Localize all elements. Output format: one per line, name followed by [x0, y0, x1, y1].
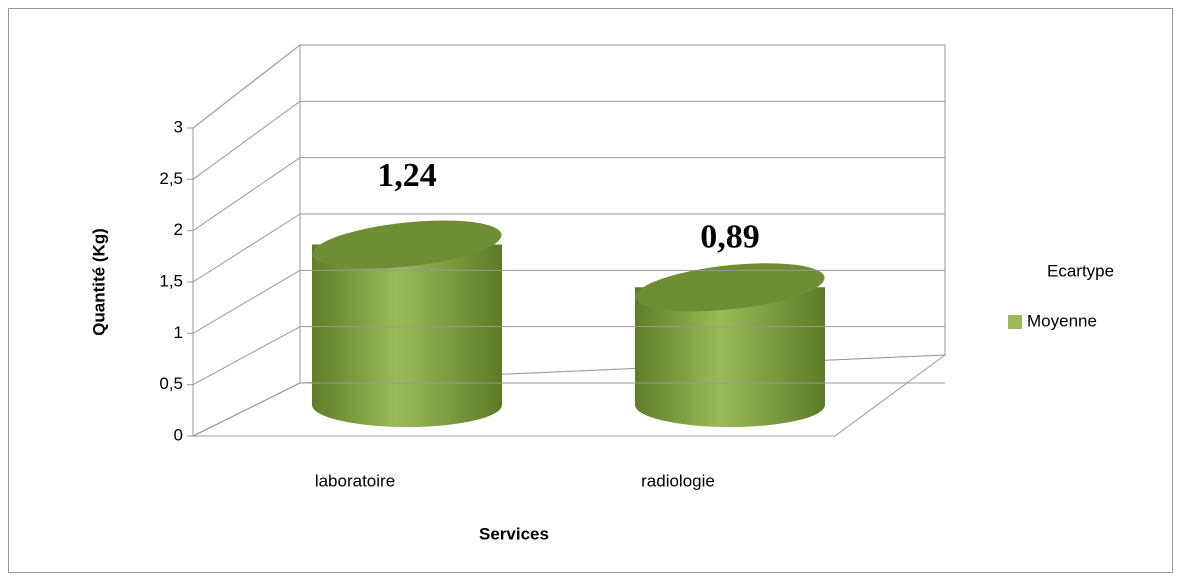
y-tick-label: 1: [174, 323, 183, 342]
cylinder-bar: [312, 244, 502, 427]
y-tick-label: 2,5: [159, 169, 183, 188]
x-tick-label: laboratoire: [315, 471, 395, 490]
y-axis-title: Quantité (Kg): [89, 228, 108, 336]
grid-line: [192, 44, 301, 129]
grid-line: [192, 100, 301, 180]
y-tick-label: 2: [174, 220, 183, 239]
x-tick-label: radiologie: [641, 471, 715, 490]
grid-line: [192, 157, 301, 232]
grid-line: [192, 382, 301, 437]
plot: 1,24 0,89: [312, 157, 825, 427]
y-tick-label: 3: [174, 117, 183, 136]
grid-line: [192, 269, 301, 334]
grid-line: [192, 326, 301, 386]
grid-line: [192, 213, 301, 283]
y-tick-label: 0: [174, 425, 183, 444]
data-label: 1,24: [377, 157, 437, 194]
y-tick-label: 0,5: [159, 374, 183, 393]
y-tick-label: 1,5: [159, 271, 183, 290]
legend-swatch: [1008, 315, 1022, 329]
legend-label: Ecartype: [1047, 261, 1114, 280]
x-axis-title: Services: [479, 524, 549, 543]
data-label: 0,89: [700, 218, 760, 255]
cylinder-bar: [635, 287, 825, 427]
cylinder-top: [312, 220, 502, 269]
cylinder-top: [635, 263, 825, 312]
legend-label: Moyenne: [1027, 311, 1097, 330]
